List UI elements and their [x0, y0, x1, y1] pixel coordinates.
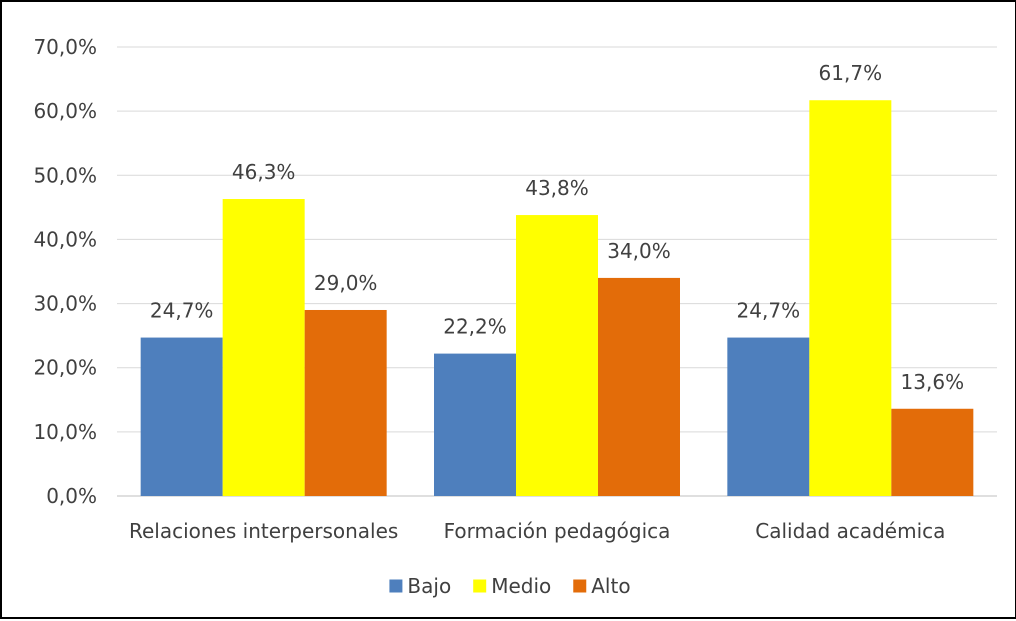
- legend-label-medio: Medio: [491, 574, 551, 598]
- bar-alto: [891, 408, 974, 496]
- data-label: 24,7%: [150, 299, 214, 323]
- bar-medio: [516, 215, 598, 496]
- y-tick-label: 10,0%: [33, 420, 97, 444]
- bar-alto: [304, 309, 387, 496]
- y-tick-label: 0,0%: [46, 484, 97, 508]
- legend-swatch-medio: [473, 579, 487, 593]
- legend-label-alto: Alto: [591, 574, 630, 598]
- data-label: 29,0%: [314, 271, 378, 295]
- bar-medio: [222, 199, 305, 497]
- legend-label-bajo: Bajo: [407, 574, 451, 598]
- data-label: 24,7%: [737, 299, 801, 323]
- data-label: 46,3%: [232, 160, 296, 184]
- y-tick-label: 60,0%: [33, 99, 97, 123]
- y-tick-label: 30,0%: [33, 292, 97, 316]
- data-label: 13,6%: [901, 370, 965, 394]
- bar-bajo: [434, 353, 516, 496]
- y-tick-label: 40,0%: [33, 227, 97, 251]
- data-label: 43,8%: [525, 176, 589, 200]
- x-category-label: Formación pedagógica: [444, 519, 671, 543]
- bar-bajo: [727, 337, 810, 496]
- data-label: 61,7%: [819, 61, 883, 85]
- x-category-label: Calidad académica: [755, 519, 945, 543]
- y-tick-label: 50,0%: [33, 163, 97, 187]
- data-label: 34,0%: [607, 239, 671, 263]
- bar-medio: [809, 100, 892, 496]
- x-category-label: Relaciones interpersonales: [129, 519, 398, 543]
- bar-bajo: [140, 337, 223, 496]
- data-label: 22,2%: [443, 315, 507, 339]
- bar-alto: [598, 277, 680, 496]
- y-tick-label: 20,0%: [33, 356, 97, 380]
- legend-swatch-alto: [573, 579, 587, 593]
- y-tick-label: 70,0%: [33, 35, 97, 59]
- legend-swatch-bajo: [389, 579, 403, 593]
